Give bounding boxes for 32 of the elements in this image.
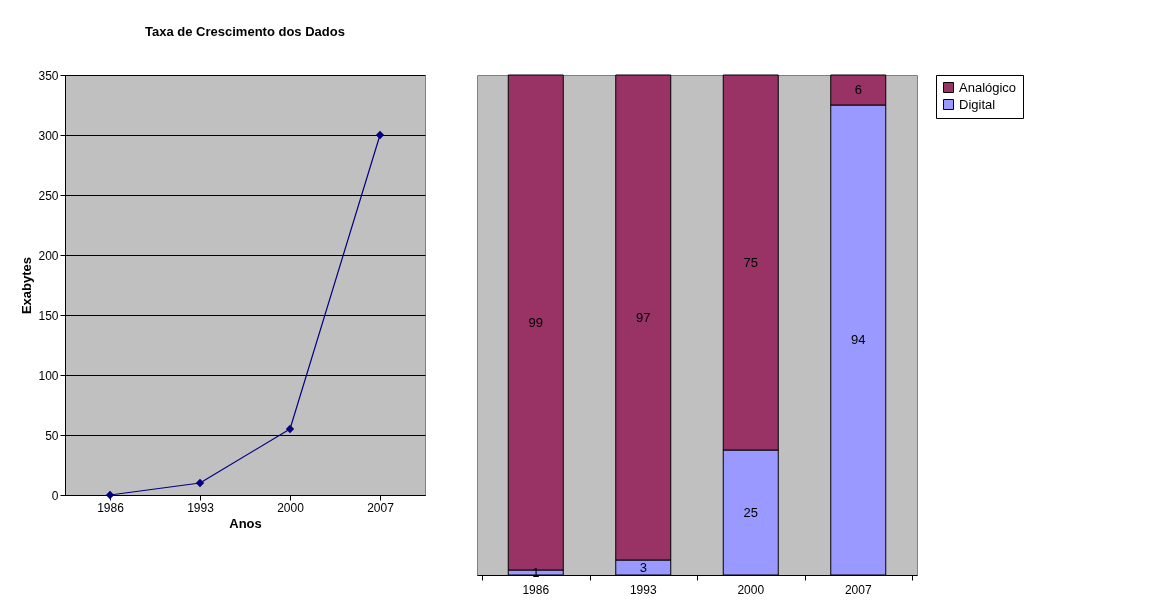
y-tick-label: 200 xyxy=(38,248,59,263)
x-tick-label: 2007 xyxy=(367,500,395,515)
y-axis-title: Exabytes xyxy=(19,256,35,315)
data-label: 3 xyxy=(639,559,647,575)
data-label: 75 xyxy=(743,254,758,270)
data-label: 99 xyxy=(528,314,543,330)
y-tick-label: 300 xyxy=(38,128,59,143)
x-tick-label: 2007 xyxy=(844,583,872,597)
legend-label: Analógico xyxy=(959,79,1017,95)
x-axis-title: Anos xyxy=(229,515,262,531)
y-tick-label: 100 xyxy=(38,368,59,383)
x-tick-label: 1986 xyxy=(522,583,550,597)
point xyxy=(105,490,115,500)
point xyxy=(195,478,205,488)
x-tick-label: 1986 xyxy=(97,500,125,515)
x-tick-label: 1993 xyxy=(629,583,657,597)
point xyxy=(375,130,385,140)
x-tick-label: 2000 xyxy=(277,500,305,515)
data-label: 6 xyxy=(854,82,862,97)
data-label: 94 xyxy=(851,332,866,347)
y-tick-label: 350 xyxy=(38,68,59,83)
legend-label: Digital xyxy=(959,96,996,112)
chart-title: Taxa de Crescimento dos Dados xyxy=(145,24,345,39)
x-tick-label: 1993 xyxy=(187,500,215,515)
data-label: 25 xyxy=(743,504,758,520)
point xyxy=(285,424,295,434)
data-label: 97 xyxy=(636,309,651,325)
y-tick-label: 0 xyxy=(51,488,59,503)
y-tick-label: 250 xyxy=(38,188,59,203)
x-tick-label: 2000 xyxy=(737,583,765,597)
y-tick-label: 50 xyxy=(45,428,59,443)
y-tick-label: 150 xyxy=(38,308,59,323)
